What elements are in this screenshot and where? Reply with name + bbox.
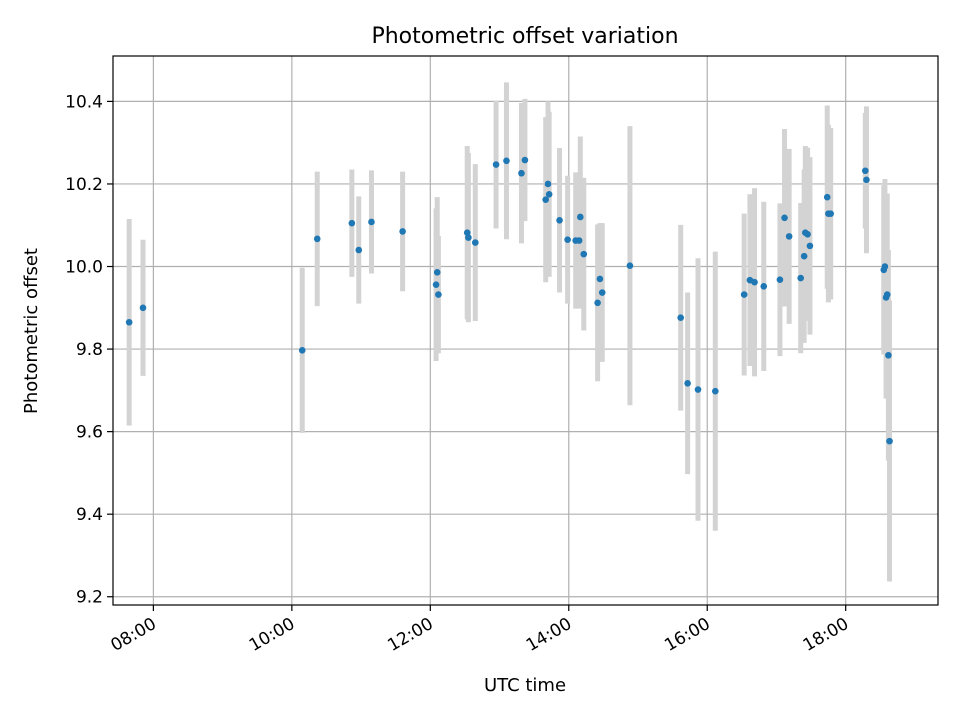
- data-point: [677, 314, 684, 322]
- data-point: [368, 218, 375, 226]
- data-point: [564, 236, 571, 243]
- data-point: [433, 268, 441, 276]
- y-tick-label: 10.4: [65, 92, 103, 112]
- data-point: [355, 246, 363, 254]
- data-point: [776, 276, 784, 284]
- data-point: [781, 214, 788, 222]
- data-point: [760, 283, 768, 290]
- data-point: [575, 237, 583, 244]
- data-point: [139, 304, 147, 312]
- y-tick-label: 9.8: [76, 340, 103, 360]
- data-point: [684, 380, 691, 387]
- data-point: [883, 291, 891, 298]
- data-point: [313, 235, 321, 243]
- data-point: [886, 437, 893, 445]
- data-point: [827, 210, 834, 217]
- data-point: [435, 291, 442, 298]
- data-point: [881, 263, 889, 270]
- data-point: [626, 262, 634, 269]
- y-axis-label: Photometric offset: [21, 248, 42, 414]
- data-point: [544, 180, 552, 188]
- data-point: [463, 229, 471, 236]
- chart-title: Photometric offset variation: [371, 24, 678, 49]
- data-point: [542, 196, 549, 203]
- data-point: [797, 274, 804, 282]
- data-point: [885, 351, 892, 359]
- data-point: [577, 213, 584, 221]
- data-point: [545, 190, 553, 198]
- data-point: [503, 157, 510, 165]
- y-tick-label: 10.0: [65, 258, 103, 278]
- data-point: [694, 386, 702, 393]
- data-point: [598, 289, 606, 296]
- data-point: [751, 278, 758, 286]
- x-axis-label: UTC time: [484, 675, 566, 696]
- y-tick-label: 9.4: [76, 505, 103, 525]
- data-point: [556, 216, 563, 224]
- data-point: [823, 193, 831, 201]
- data-point: [863, 176, 870, 184]
- data-point: [432, 281, 440, 288]
- data-point: [804, 231, 811, 238]
- data-point: [594, 299, 601, 307]
- data-point: [806, 242, 814, 250]
- data-point: [785, 233, 793, 240]
- data-point: [472, 239, 479, 246]
- plot-frame: [112, 55, 939, 606]
- data-point: [521, 156, 529, 164]
- y-tick-label: 10.2: [65, 175, 103, 195]
- data-point: [465, 234, 472, 241]
- y-tick-label: 9.6: [76, 423, 103, 443]
- point-layer: [125, 156, 893, 445]
- data-point: [862, 167, 869, 175]
- data-point: [399, 228, 406, 235]
- data-point: [348, 219, 356, 227]
- y-tick-label: 9.2: [76, 588, 103, 608]
- data-point: [596, 275, 604, 283]
- data-point: [125, 318, 133, 326]
- data-point: [800, 252, 808, 260]
- data-point: [298, 347, 306, 354]
- data-point: [712, 387, 719, 395]
- data-point: [580, 250, 588, 258]
- data-point: [492, 161, 500, 168]
- data-point: [518, 169, 525, 177]
- data-point: [740, 291, 748, 298]
